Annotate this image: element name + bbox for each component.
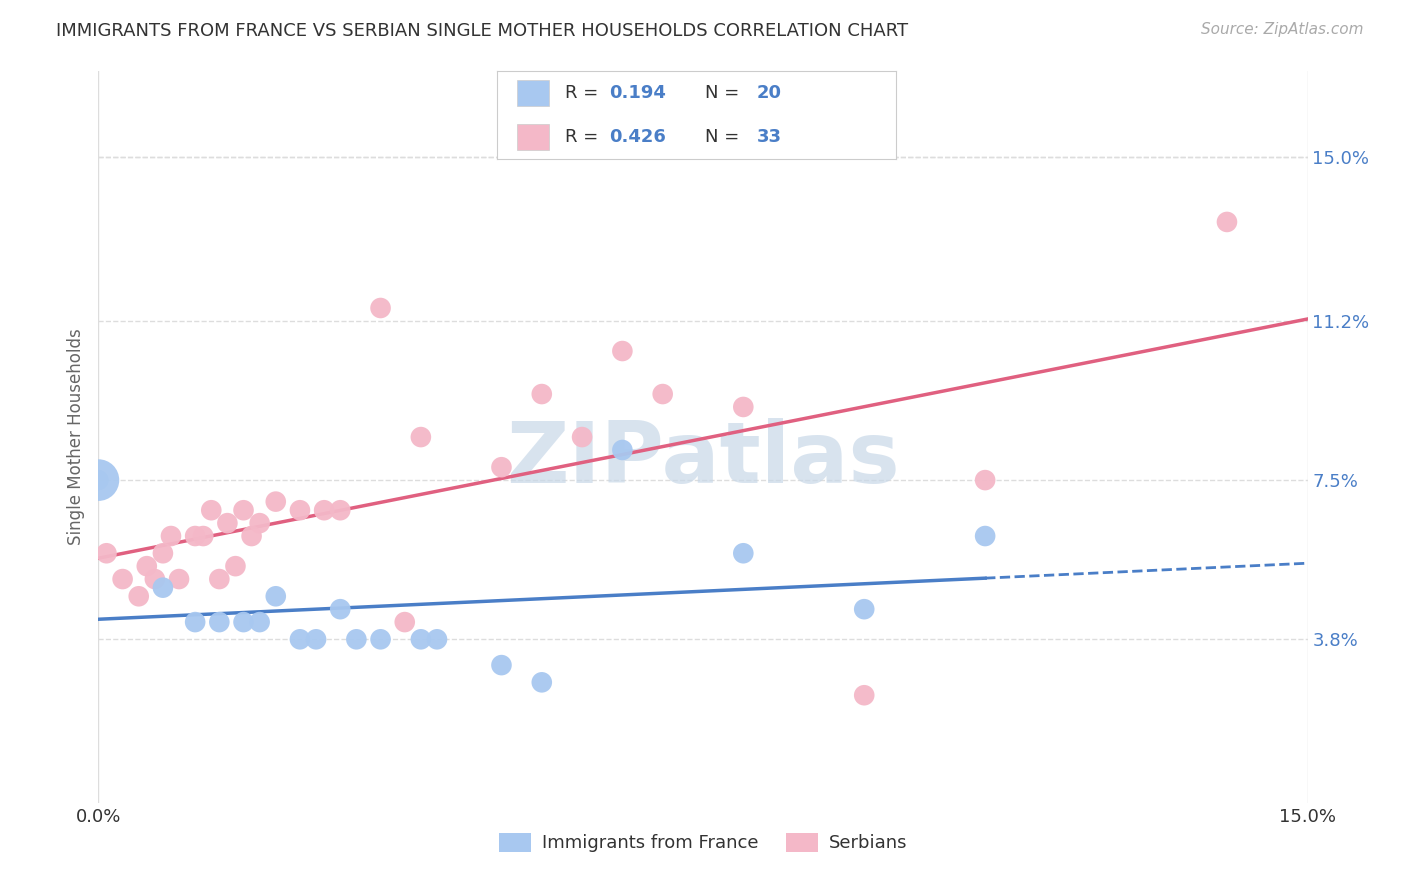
Point [167, 572, 190, 586]
Point [160, 529, 183, 543]
Point [87, 473, 110, 487]
Point [264, 494, 287, 508]
Point [193, 529, 215, 543]
Point [224, 559, 246, 574]
Point [135, 559, 157, 574]
Point [240, 529, 263, 543]
Point [409, 632, 432, 647]
Point [651, 387, 673, 401]
Point [733, 546, 755, 560]
Point [329, 503, 352, 517]
Point [152, 581, 174, 595]
Point [217, 516, 239, 530]
Point [249, 516, 271, 530]
Point [612, 344, 634, 359]
Point [152, 546, 174, 560]
Point [491, 460, 513, 475]
Text: Source: ZipAtlas.com: Source: ZipAtlas.com [1201, 22, 1364, 37]
Text: ZIPatlas: ZIPatlas [506, 417, 900, 500]
Y-axis label: Single Mother Households: Single Mother Households [66, 329, 84, 545]
Point [612, 442, 634, 457]
Point [288, 632, 311, 647]
Point [111, 572, 134, 586]
Point [87, 473, 110, 487]
Legend: Immigrants from France, Serbians: Immigrants from France, Serbians [492, 826, 914, 860]
Point [232, 615, 254, 629]
Point [974, 473, 997, 487]
Point [426, 632, 449, 647]
Point [200, 503, 222, 517]
Point [974, 529, 997, 543]
Point [530, 387, 553, 401]
Point [128, 589, 150, 603]
Point [853, 688, 876, 702]
Point [184, 529, 207, 543]
Point [208, 572, 231, 586]
Point [394, 615, 416, 629]
Point [853, 602, 876, 616]
Point [232, 503, 254, 517]
Point [491, 658, 513, 673]
Point [143, 572, 166, 586]
Point [264, 589, 287, 603]
Point [96, 546, 118, 560]
Point [329, 602, 352, 616]
Point [314, 503, 336, 517]
Point [1216, 215, 1239, 229]
Point [288, 503, 311, 517]
Point [571, 430, 593, 444]
Point [409, 430, 432, 444]
Point [733, 400, 755, 414]
Point [208, 615, 231, 629]
Point [370, 632, 392, 647]
Point [184, 615, 207, 629]
Point [370, 301, 392, 315]
Point [530, 675, 553, 690]
Point [249, 615, 271, 629]
Point [305, 632, 328, 647]
Text: IMMIGRANTS FROM FRANCE VS SERBIAN SINGLE MOTHER HOUSEHOLDS CORRELATION CHART: IMMIGRANTS FROM FRANCE VS SERBIAN SINGLE… [56, 22, 908, 40]
Point [344, 632, 367, 647]
